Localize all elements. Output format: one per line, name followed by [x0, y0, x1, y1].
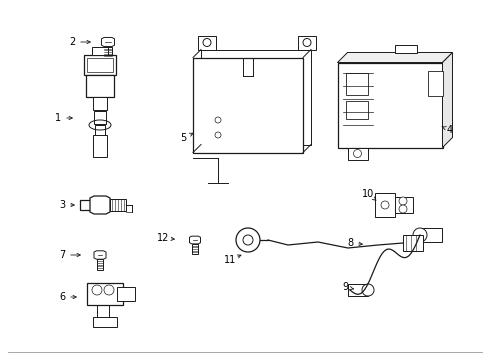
Bar	[348, 284, 368, 296]
Bar	[93, 135, 107, 157]
Circle shape	[243, 235, 253, 245]
Text: 10: 10	[362, 189, 374, 199]
Bar	[338, 63, 442, 148]
Polygon shape	[193, 58, 303, 153]
Text: 6: 6	[59, 292, 65, 302]
Text: 11: 11	[224, 255, 236, 265]
Polygon shape	[94, 251, 106, 259]
Bar	[94, 111, 106, 124]
Text: 2: 2	[69, 37, 75, 47]
Bar	[420, 228, 442, 242]
Bar	[198, 36, 216, 49]
Bar	[395, 45, 417, 53]
Bar	[95, 125, 105, 138]
Bar	[110, 199, 126, 211]
Text: 8: 8	[347, 238, 353, 248]
Bar	[87, 283, 123, 305]
Text: 5: 5	[180, 133, 186, 143]
Text: 9: 9	[342, 282, 348, 292]
Polygon shape	[190, 236, 200, 244]
Bar	[84, 55, 116, 75]
Circle shape	[104, 285, 114, 295]
Bar	[80, 200, 100, 210]
Bar	[93, 317, 117, 327]
Bar	[93, 97, 107, 110]
Circle shape	[215, 117, 221, 123]
Bar	[375, 193, 395, 217]
Polygon shape	[338, 53, 452, 63]
Bar	[192, 244, 198, 254]
Circle shape	[399, 205, 407, 213]
Circle shape	[399, 197, 407, 205]
Circle shape	[381, 201, 389, 209]
Circle shape	[92, 285, 102, 295]
Circle shape	[203, 39, 211, 46]
Circle shape	[362, 284, 374, 296]
Circle shape	[236, 228, 260, 252]
Circle shape	[303, 39, 311, 46]
Bar	[395, 197, 413, 213]
Bar	[345, 100, 368, 118]
Circle shape	[215, 132, 221, 138]
Bar	[427, 71, 442, 95]
Bar	[97, 259, 103, 270]
Circle shape	[413, 228, 427, 242]
Polygon shape	[442, 53, 452, 148]
Bar	[298, 36, 316, 49]
Bar	[403, 235, 423, 251]
Text: 3: 3	[59, 200, 65, 210]
Bar	[86, 75, 114, 97]
Text: 7: 7	[59, 250, 65, 260]
Text: 12: 12	[157, 233, 169, 243]
Polygon shape	[101, 37, 115, 46]
Bar	[104, 46, 112, 58]
Bar	[347, 148, 368, 159]
Bar	[92, 47, 108, 55]
Circle shape	[353, 149, 362, 158]
Text: 4: 4	[447, 125, 453, 135]
Polygon shape	[201, 49, 311, 144]
Text: 1: 1	[55, 113, 61, 123]
Bar	[117, 287, 135, 301]
Polygon shape	[90, 196, 110, 214]
Bar	[345, 72, 368, 94]
Bar	[87, 58, 113, 72]
